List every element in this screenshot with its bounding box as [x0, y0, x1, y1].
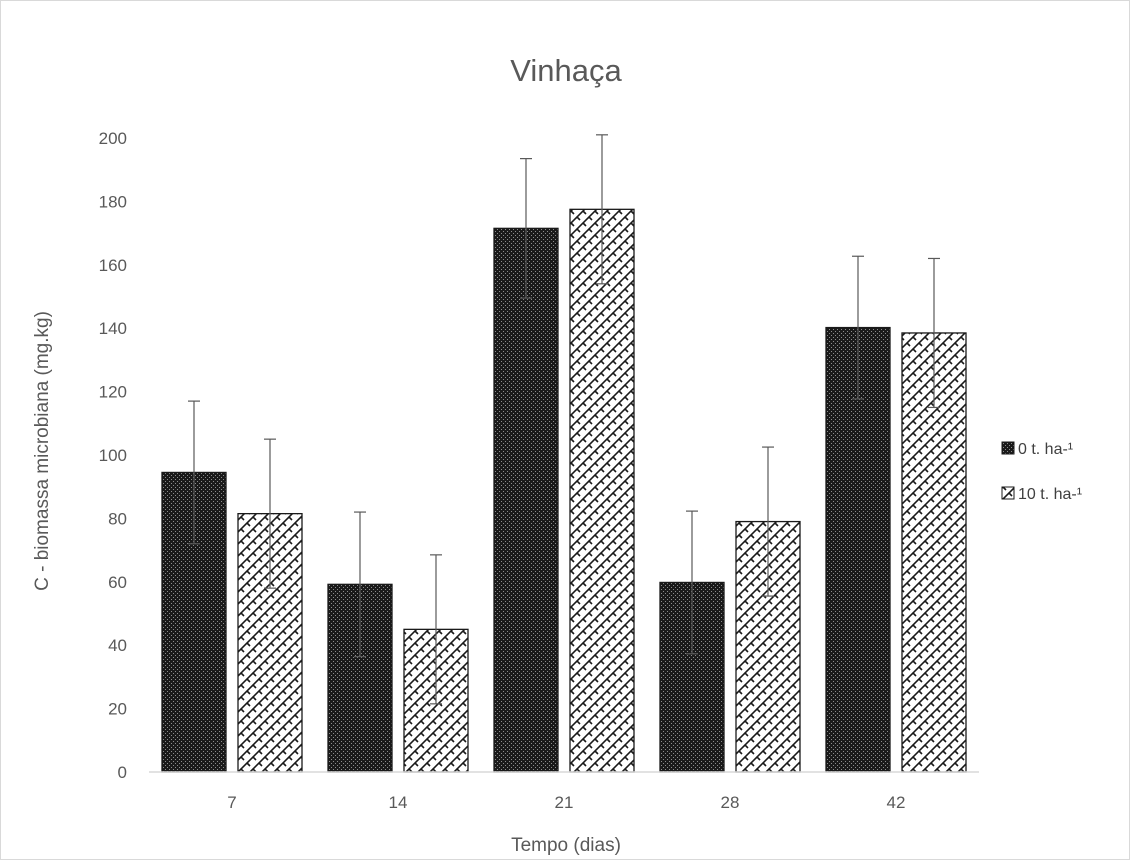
legend-swatch	[1001, 486, 1015, 500]
y-tick-label: 20	[108, 700, 127, 719]
legend: 0 t. ha-¹ 10 t. ha-¹	[1001, 441, 1082, 503]
chart-title: Vinhaça	[510, 53, 622, 88]
x-tick-label: 14	[389, 793, 408, 812]
error-bar	[686, 510, 698, 655]
x-tick-label: 42	[887, 793, 906, 812]
legend-label: 0 t. ha-¹	[1018, 441, 1073, 458]
legend-label: 10 t. ha-¹	[1018, 486, 1082, 503]
y-tick-label: 160	[99, 256, 127, 275]
error-bar	[430, 554, 442, 705]
error-bar	[928, 257, 940, 409]
bar-series-0-21	[493, 227, 559, 773]
legend-item: 10 t. ha-¹	[1001, 486, 1082, 503]
x-tick-label: 7	[227, 793, 236, 812]
x-tick-label: 28	[721, 793, 740, 812]
y-tick-label: 200	[99, 129, 127, 148]
error-bar	[520, 158, 532, 299]
y-axis-ticks: 0 20 40 60 80 100 120 140 160 180 200	[99, 129, 127, 782]
y-tick-label: 180	[99, 192, 127, 211]
y-axis-title: C - biomassa microbiana (mg.kg)	[32, 311, 53, 591]
error-bar	[852, 255, 864, 400]
legend-item: 0 t. ha-¹	[1001, 441, 1073, 458]
bar-series-10-21	[569, 208, 635, 773]
error-bar	[596, 134, 608, 285]
y-tick-label: 60	[108, 573, 127, 592]
bars-group	[161, 208, 967, 773]
y-tick-label: 40	[108, 636, 127, 655]
x-axis-ticks: 7 14 21 28 42	[227, 793, 905, 812]
error-bar	[354, 511, 366, 658]
x-axis-title: Tempo (dias)	[511, 835, 621, 856]
error-bar	[762, 446, 774, 597]
error-bar	[188, 400, 200, 545]
y-tick-label: 0	[118, 763, 127, 782]
y-tick-label: 120	[99, 383, 127, 402]
error-bar	[264, 438, 276, 589]
y-tick-label: 100	[99, 446, 127, 465]
y-tick-label: 80	[108, 509, 127, 528]
y-tick-label: 140	[99, 319, 127, 338]
legend-swatch	[1001, 441, 1015, 455]
error-bars-group	[188, 134, 940, 705]
x-tick-label: 21	[555, 793, 574, 812]
